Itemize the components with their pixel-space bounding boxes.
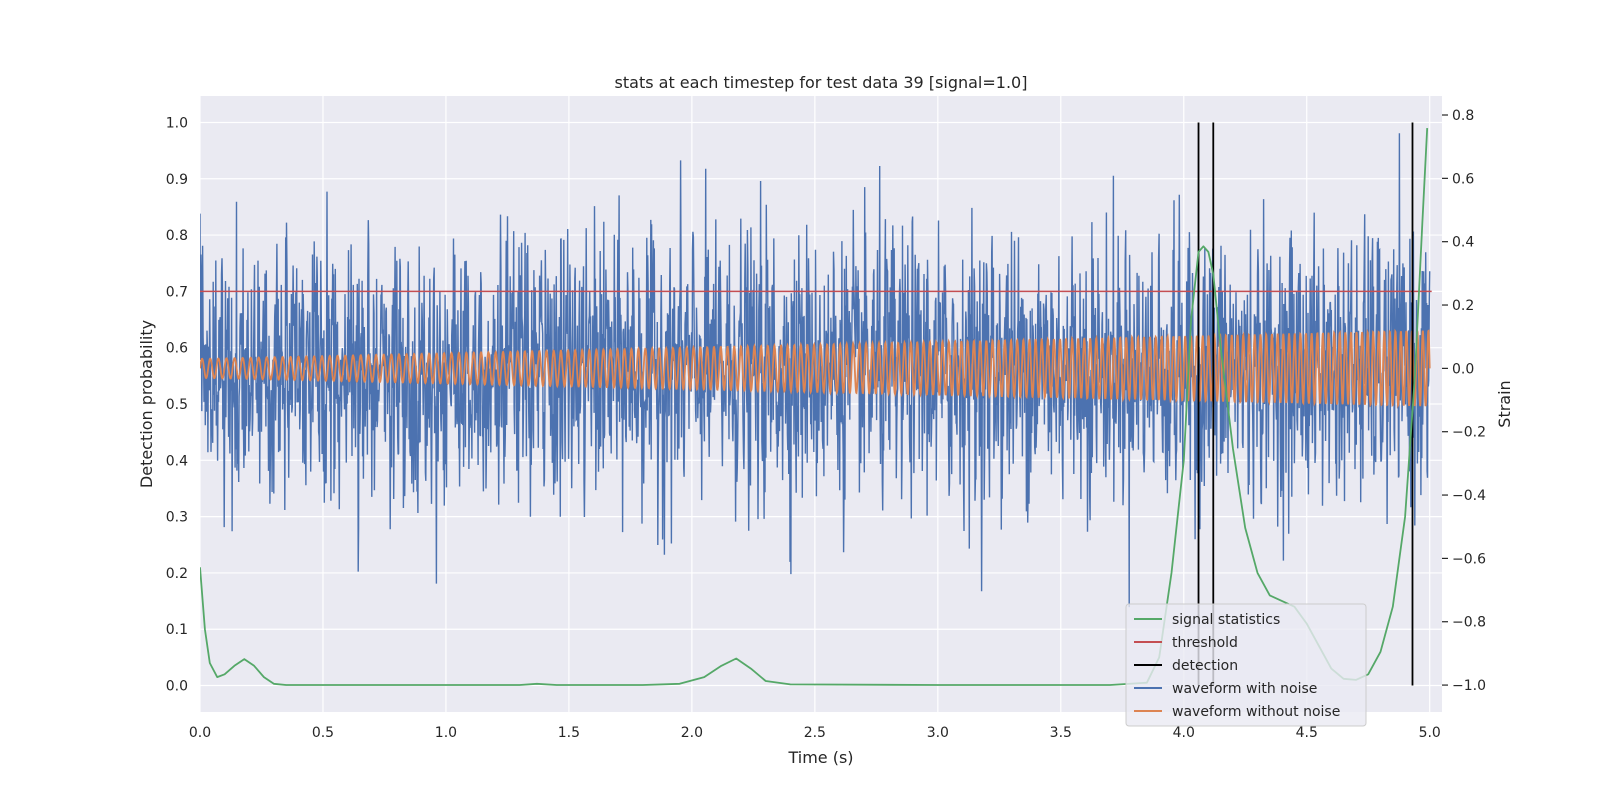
right-tick-label: −0.4 [1452, 488, 1486, 504]
right-tick-label: 0.0 [1452, 361, 1474, 377]
legend-box [1125, 603, 1367, 727]
legend-label: waveform without noise [1172, 704, 1340, 720]
y-tick-label: 0.5 [166, 397, 188, 413]
x-tick-label: 2.0 [681, 725, 703, 741]
legend-label: detection [1172, 658, 1238, 674]
right-tick-label: −1.0 [1452, 678, 1486, 694]
x-tick-label: 3.0 [927, 725, 949, 741]
legend-label: waveform with noise [1172, 681, 1317, 697]
y-tick-label: 0.3 [166, 510, 188, 526]
series-waveform-with-noise [200, 133, 1431, 608]
right-tick-label: 0.4 [1452, 235, 1474, 251]
x-tick-label: 0.5 [312, 725, 334, 741]
x-tick-label: 0.0 [189, 725, 211, 741]
y-tick-label: 0.4 [166, 453, 188, 469]
y-tick-label: 1.0 [166, 115, 188, 131]
right-tick-label: 0.2 [1452, 298, 1474, 314]
chart-title: stats at each timestep for test data 39 … [615, 73, 1028, 92]
x-axis-ticks: 0.0 0.5 1.0 1.5 2.0 2.5 3.0 3.5 4.0 4.5 5.0 [189, 725, 1441, 741]
y-axis-label: Detection probability [137, 320, 156, 488]
legend-label: signal statistics [1172, 612, 1280, 628]
y-tick-label: 0.0 [166, 679, 188, 695]
right-tick-label: −0.6 [1452, 551, 1486, 567]
right-tick-label: 0.8 [1452, 108, 1474, 124]
plot-area [200, 122, 1432, 686]
right-tick-label: −0.2 [1452, 425, 1486, 441]
x-tick-label: 1.0 [435, 725, 457, 741]
y-tick-label: 0.8 [166, 228, 188, 244]
x-tick-label: 5.0 [1419, 725, 1441, 741]
legend-label: threshold [1172, 635, 1238, 651]
legend: signal statistics threshold detection wavef… [1125, 603, 1367, 727]
right-axis-ticks: −1.0 −0.8 −0.6 −0.4 −0.2 0.0 0.2 0.4 0.6 0.8 [1442, 108, 1486, 694]
y-tick-label: 0.1 [166, 622, 188, 638]
x-axis-label: Time (s) [787, 748, 853, 767]
y-tick-label: 0.7 [166, 284, 188, 300]
right-tick-label: −0.8 [1452, 615, 1486, 631]
series-waveform-without-noise [200, 328, 1431, 409]
x-tick-label: 4.5 [1296, 725, 1318, 741]
y-tick-label: 0.6 [166, 341, 188, 357]
right-tick-label: 0.6 [1452, 171, 1474, 187]
y-tick-label: 0.9 [166, 172, 188, 188]
x-tick-label: 4.0 [1173, 725, 1195, 741]
x-tick-label: 2.5 [804, 725, 826, 741]
y-tick-label: 0.2 [166, 566, 188, 582]
x-tick-label: 3.5 [1050, 725, 1072, 741]
right-axis-label: Strain [1495, 380, 1514, 427]
x-tick-label: 1.5 [558, 725, 580, 741]
y-axis-ticks: 0.0 0.1 0.2 0.3 0.4 0.5 0.6 0.7 0.8 0.9 1.0 [166, 115, 188, 694]
